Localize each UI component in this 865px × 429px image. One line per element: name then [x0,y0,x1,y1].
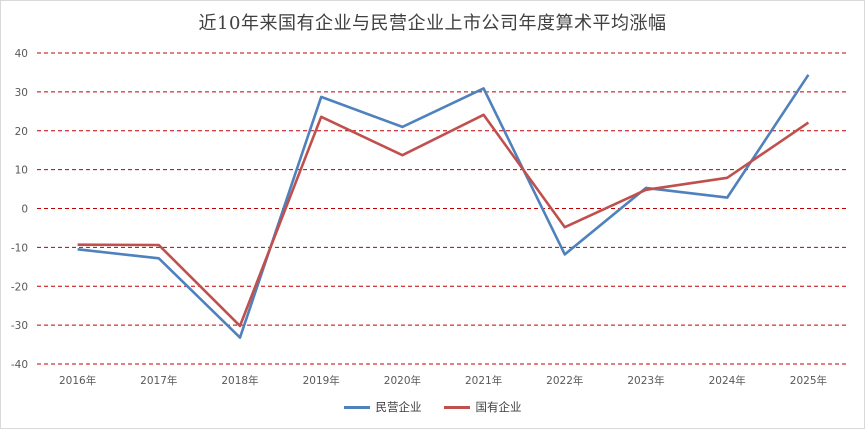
x-tick-label: 2016年 [59,374,96,387]
legend-label: 国有企业 [475,400,522,414]
legend-swatch [343,405,370,409]
y-tick-label: 20 [15,126,28,138]
x-tick-label: 2024年 [709,374,746,387]
grid-layer [37,52,849,365]
x-tick-label: 2019年 [303,374,340,387]
x-tick-label: 2017年 [140,374,177,387]
y-tick-label: -40 [11,359,28,371]
series-line-0 [77,74,810,339]
x-tick-label: 2022年 [546,374,583,387]
x-tick-label: 2020年 [384,374,421,387]
x-tick-label: 2023年 [627,374,664,387]
y-tick-label: -30 [11,320,28,332]
x-tick-label: 2025年 [790,374,827,387]
y-tick-label: 40 [15,48,28,60]
legend-swatch [443,405,470,409]
y-tick-label: 10 [15,165,28,177]
y-axis-ticks: 40 30 20 10 0 -10 -20 -30 -40 [11,48,28,371]
y-tick-label: -20 [11,281,28,293]
y-tick-label: 0 [21,204,28,216]
legend: 民营企业 国有企业 [1,399,864,415]
series-line-1 [77,113,810,328]
y-tick-label: 30 [15,87,28,99]
legend-item-1: 国有企业 [443,399,522,415]
x-tick-label: 2021年 [465,374,502,387]
legend-item-0: 民营企业 [343,399,422,415]
series-layer [77,74,810,339]
x-tick-label: 2018年 [221,374,258,387]
y-tick-label: -10 [11,242,28,254]
legend-label: 民营企业 [375,400,422,414]
chart-title: 近10年来国有企业与民营企业上市公司年度算术平均涨幅 [198,13,667,34]
x-axis-ticks: 2016年 2017年 2018年 2019年 2020年 2021年 2022年 2023年… [59,374,827,387]
